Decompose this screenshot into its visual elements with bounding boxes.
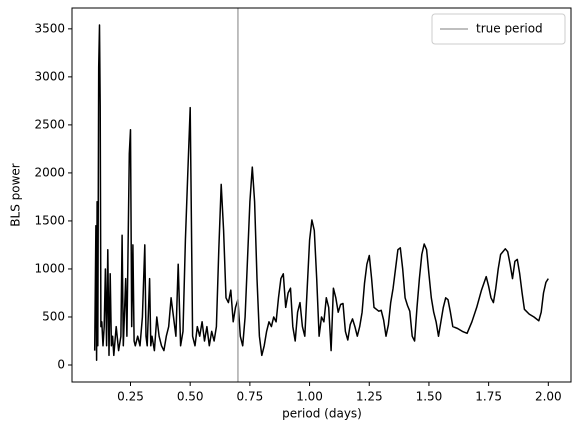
y-tick-label: 1500 <box>34 213 65 227</box>
x-tick-label: 0.75 <box>237 390 264 404</box>
y-tick-label: 3500 <box>34 21 65 35</box>
x-tick-label: 1.50 <box>416 390 443 404</box>
y-tick-label: 1000 <box>34 261 65 275</box>
legend-box <box>431 13 566 45</box>
x-tick-label: 1.25 <box>356 390 383 404</box>
data-line <box>93 24 549 361</box>
y-tick-label: 0 <box>57 358 65 372</box>
x-tick-label: 1.75 <box>475 390 502 404</box>
y-tick-label: 2000 <box>34 165 65 179</box>
y-tick-label: 500 <box>42 309 65 323</box>
x-tick-label: 0.50 <box>177 390 204 404</box>
legend-label: true period <box>476 22 543 36</box>
y-tick-label: 3000 <box>34 69 65 83</box>
x-tick-label: 0.25 <box>117 390 144 404</box>
axes-frame <box>71 7 572 383</box>
x-tick-label: 1.00 <box>296 390 323 404</box>
x-tick-label: 2.00 <box>535 390 562 404</box>
x-axis-label: period (days) <box>282 407 362 421</box>
y-axis-label: BLS power <box>9 163 23 227</box>
y-tick-label: 2500 <box>34 117 65 131</box>
